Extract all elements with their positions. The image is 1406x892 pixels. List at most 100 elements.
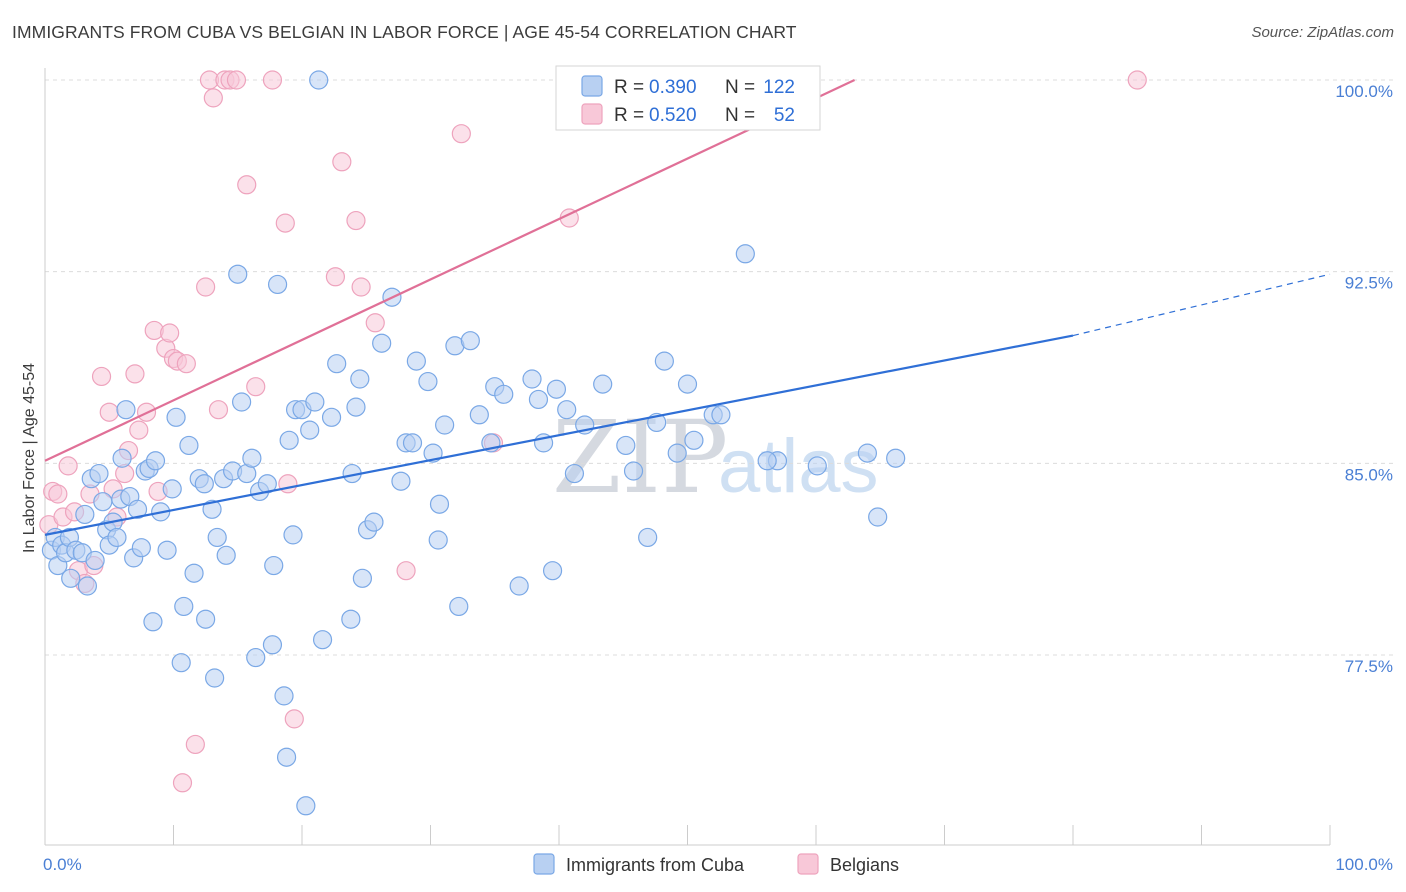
watermark-zip: ZIP [552,399,728,516]
data-point [125,364,145,384]
trend-line-1 [44,79,856,462]
data-point [391,471,411,491]
data-point [194,474,214,494]
grid-lines [45,79,1393,656]
data-point [174,596,194,617]
data-point [406,351,426,371]
trend-line-dashed-0 [1072,273,1331,337]
data-point [350,369,370,389]
data-point [396,561,416,581]
legend-r-label-1: R = [614,105,644,126]
data-point [305,392,325,412]
data-point [226,70,247,90]
y-axis-label: In Labor Force | Age 45-54 [21,363,38,553]
data-point [274,686,294,706]
data-point [522,369,542,389]
x-tick-label-0: 0.0% [43,855,82,874]
data-point [593,374,613,394]
y-tick-label-2: 92.5% [1345,274,1393,293]
legend-r-value-0: 0.390 [649,77,697,98]
data-point [246,377,266,397]
legend-swatch-1 [581,103,603,125]
data-point [623,461,644,481]
data-point [275,213,295,233]
data-point [264,555,284,576]
data-point [116,400,136,420]
data-point [332,152,352,172]
data-point [711,405,731,425]
data-point [449,596,469,617]
legend-r-label-0: R = [614,77,644,98]
data-point [346,210,366,231]
data-point [616,435,636,456]
data-point [346,397,366,417]
data-point [684,430,704,450]
data-point [494,384,514,404]
data-point [868,507,888,527]
data-point [61,568,81,588]
data-point [93,492,113,512]
legend-n-value-1: 52 [774,105,795,126]
legend-n-value-0: 122 [763,77,795,98]
data-point [469,405,489,425]
data-point [460,331,480,351]
data-point [228,264,248,284]
data-point [48,484,68,504]
data-point [312,630,333,650]
data-point [276,747,297,767]
data-point [127,499,148,519]
data-point [325,267,346,287]
data-point [203,88,223,108]
data-point [1127,70,1147,90]
legend-swatch-0 [581,75,603,97]
data-point [735,244,755,264]
data-point [807,456,827,476]
data-point [157,540,177,560]
data-point [528,389,549,410]
data-point [365,313,385,333]
data-point [162,479,182,499]
data-point [77,576,98,596]
data-point [205,668,225,688]
data-point [242,448,262,468]
data-point [300,420,320,440]
data-point [107,527,127,548]
data-point [677,374,698,394]
legend-top: R = 0.390 N = 122 R = 0.520 N = 52 [555,65,821,131]
data-point [638,527,658,548]
data-point [184,563,204,583]
data-point [429,494,450,514]
data-point [372,333,392,353]
data-point [202,499,222,519]
series-points-0 [41,70,906,816]
data-point [283,525,303,545]
data-point [321,407,342,427]
data-point [262,635,283,655]
data-point [428,530,448,550]
data-point [667,443,687,463]
legend-n-label-0: N = [725,77,755,98]
data-point [418,371,438,392]
data-point [564,463,585,484]
data-point [85,550,105,571]
source-credit: Source: ZipAtlas.com [1251,24,1394,41]
data-point [145,451,166,471]
legend-bottom: Immigrants from Cuba Belgians [533,853,899,875]
legend-n-label-1: N = [725,105,755,126]
data-point [542,561,563,581]
legend-r-value-1: 0.520 [649,105,697,126]
data-point [423,443,443,463]
data-point [58,456,78,476]
data-point [757,451,777,471]
data-point [402,433,423,453]
y-tick-label-0: 77.5% [1345,657,1393,676]
data-point [75,504,95,525]
data-point [89,463,109,484]
trend-line-0 [44,334,1074,536]
data-point [131,538,151,558]
data-point [435,415,455,435]
data-point [91,366,112,387]
data-point [143,612,163,632]
data-point [364,512,384,532]
